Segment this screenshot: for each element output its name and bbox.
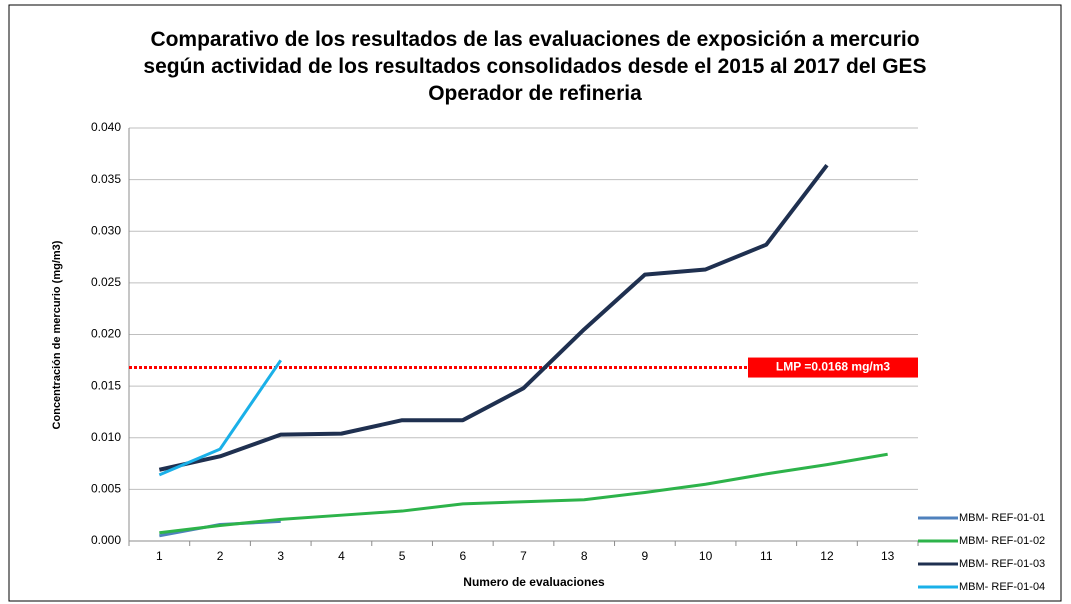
threshold-label-box <box>748 357 918 378</box>
y-axis-label: Concentración de mercurio (mg/m3) <box>51 240 63 429</box>
y-tick-label: 0.000 <box>91 533 121 547</box>
x-tick-label: 1 <box>156 549 163 563</box>
x-tick-label: 9 <box>642 549 649 563</box>
x-tick-label: 12 <box>820 549 834 563</box>
y-tick-label: 0.020 <box>91 327 121 341</box>
y-tick-label: 0.025 <box>91 275 121 289</box>
chart-title: Comparativo de los resultados de las eva… <box>143 28 927 105</box>
x-tick-label: 2 <box>217 549 224 563</box>
legend-label: MBM- REF-01-04 <box>959 581 1045 593</box>
y-tick-label: 0.015 <box>91 378 121 392</box>
threshold-label: LMP =0.0168 mg/m3 <box>776 360 890 374</box>
x-tick-label: 7 <box>520 549 527 563</box>
frame <box>8 4 1062 602</box>
x-tick-label: 4 <box>338 549 345 563</box>
x-tick-label: 11 <box>760 549 773 563</box>
series-line <box>159 519 281 538</box>
series-line <box>159 452 888 535</box>
legend-label: MBM- REF-01-01 <box>959 512 1045 524</box>
legend-label: MBM- REF-01-02 <box>959 535 1045 547</box>
x-tick-label: 3 <box>277 549 284 563</box>
x-tick-label: 6 <box>459 549 466 563</box>
y-tick-label: 0.030 <box>91 223 121 237</box>
y-tick-label: 0.010 <box>91 430 121 444</box>
y-tick-label: 0.005 <box>91 482 121 496</box>
y-tick-label: 0.040 <box>91 120 121 134</box>
x-tick-label: 8 <box>581 549 588 563</box>
series-line <box>158 359 282 477</box>
x-axis-label: Numero de evaluaciones <box>463 575 605 589</box>
legend-label: MBM- REF-01-03 <box>959 558 1045 570</box>
x-tick-label: 10 <box>699 549 713 563</box>
y-tick-label: 0.035 <box>91 172 121 186</box>
series-line <box>158 163 829 472</box>
x-tick-label: 13 <box>881 549 895 563</box>
x-tick-label: 5 <box>399 549 406 563</box>
